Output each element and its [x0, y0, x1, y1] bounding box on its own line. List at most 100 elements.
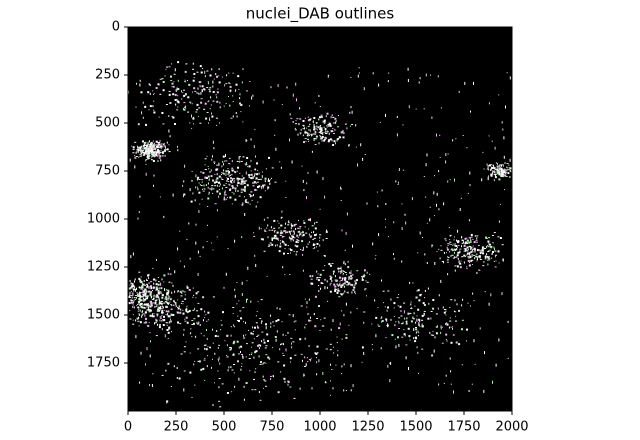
image-pixel — [302, 179, 304, 183]
image-pixel — [486, 168, 489, 170]
image-pixel — [150, 285, 152, 288]
image-pixel — [462, 135, 464, 136]
image-pixel — [226, 180, 228, 182]
image-pixel — [198, 179, 201, 180]
y-tick-label: 750 — [95, 164, 120, 179]
image-pixel — [173, 73, 176, 75]
image-pixel — [147, 324, 150, 327]
image-pixel — [148, 322, 150, 324]
image-pixel — [326, 126, 328, 128]
image-pixel — [478, 255, 480, 257]
image-pixel — [231, 169, 232, 171]
image-pixel — [181, 293, 183, 294]
image-pixel — [150, 286, 153, 288]
image-pixel — [458, 245, 460, 246]
image-pixel — [191, 114, 192, 118]
image-pixel — [141, 315, 143, 318]
image-pixel — [425, 163, 427, 167]
image-pixel — [285, 231, 287, 234]
image-pixel — [496, 173, 497, 175]
image-pixel — [475, 255, 478, 257]
image-pixel — [381, 279, 382, 282]
image-pixel — [485, 238, 488, 239]
image-pixel — [445, 374, 447, 377]
image-pixel — [471, 253, 473, 256]
image-pixel — [492, 252, 493, 255]
image-pixel — [313, 124, 315, 126]
image-pixel — [140, 295, 142, 297]
image-pixel — [218, 358, 220, 360]
image-pixel — [140, 296, 143, 298]
image-pixel — [438, 383, 440, 386]
image-pixel — [304, 326, 306, 329]
image-pixel — [498, 173, 501, 176]
image-pixel — [407, 79, 409, 82]
image-pixel — [477, 244, 480, 246]
image-pixel — [133, 299, 135, 302]
image-pixel — [251, 352, 253, 354]
image-pixel — [143, 291, 146, 293]
image-pixel — [168, 144, 170, 146]
image-pixel — [340, 186, 341, 189]
image-pixel — [211, 158, 213, 161]
image-pixel — [218, 185, 220, 187]
image-pixel — [306, 133, 308, 135]
image-pixel — [274, 134, 276, 136]
image-pixel — [231, 185, 234, 187]
image-pixel — [160, 308, 163, 310]
image-pixel — [488, 237, 491, 239]
image-pixel — [449, 251, 451, 253]
image-pixel — [288, 220, 290, 223]
image-pixel — [439, 257, 441, 260]
image-pixel — [249, 81, 251, 82]
image-pixel — [184, 164, 186, 168]
image-pixel — [137, 148, 140, 151]
image-pixel — [175, 103, 177, 106]
image-pixel — [325, 130, 327, 133]
image-pixel — [204, 344, 207, 346]
image-pixel — [152, 145, 154, 148]
image-pixel — [285, 222, 286, 225]
image-pixel — [150, 303, 152, 305]
image-pixel — [493, 246, 495, 249]
image-pixel — [155, 146, 158, 147]
image-pixel — [150, 146, 152, 147]
image-pixel — [454, 299, 456, 302]
image-pixel — [482, 261, 485, 263]
image-pixel — [472, 245, 474, 247]
image-pixel — [324, 286, 326, 290]
image-pixel — [419, 299, 421, 301]
image-pixel — [199, 81, 202, 83]
image-pixel — [287, 383, 289, 386]
image-pixel — [212, 342, 214, 344]
image-pixel — [145, 317, 147, 320]
image-pixel — [381, 316, 383, 319]
image-pixel — [177, 61, 180, 64]
image-pixel — [273, 99, 275, 101]
image-pixel — [304, 130, 306, 132]
image-pixel — [270, 226, 272, 229]
image-pixel — [206, 329, 207, 331]
image-pixel — [304, 337, 306, 340]
image-pixel — [239, 172, 241, 174]
image-pixel — [150, 295, 153, 297]
image-pixel — [466, 254, 468, 256]
image-pixel — [168, 115, 170, 118]
image-pixel — [169, 102, 172, 104]
image-pixel — [155, 319, 158, 322]
image-pixel — [505, 173, 506, 174]
image-pixel — [147, 155, 149, 157]
image-pixel — [139, 321, 142, 324]
image-pixel — [158, 323, 161, 326]
image-pixel — [315, 131, 316, 133]
image-pixel — [173, 81, 175, 83]
image-pixel — [236, 160, 239, 162]
image-pixel — [467, 253, 469, 255]
image-pixel — [138, 325, 140, 327]
image-pixel — [158, 309, 160, 312]
image-pixel — [294, 223, 297, 225]
image-pixel — [199, 203, 201, 205]
image-pixel — [170, 386, 172, 387]
image-pixel — [339, 281, 341, 283]
image-pixel — [375, 316, 378, 319]
